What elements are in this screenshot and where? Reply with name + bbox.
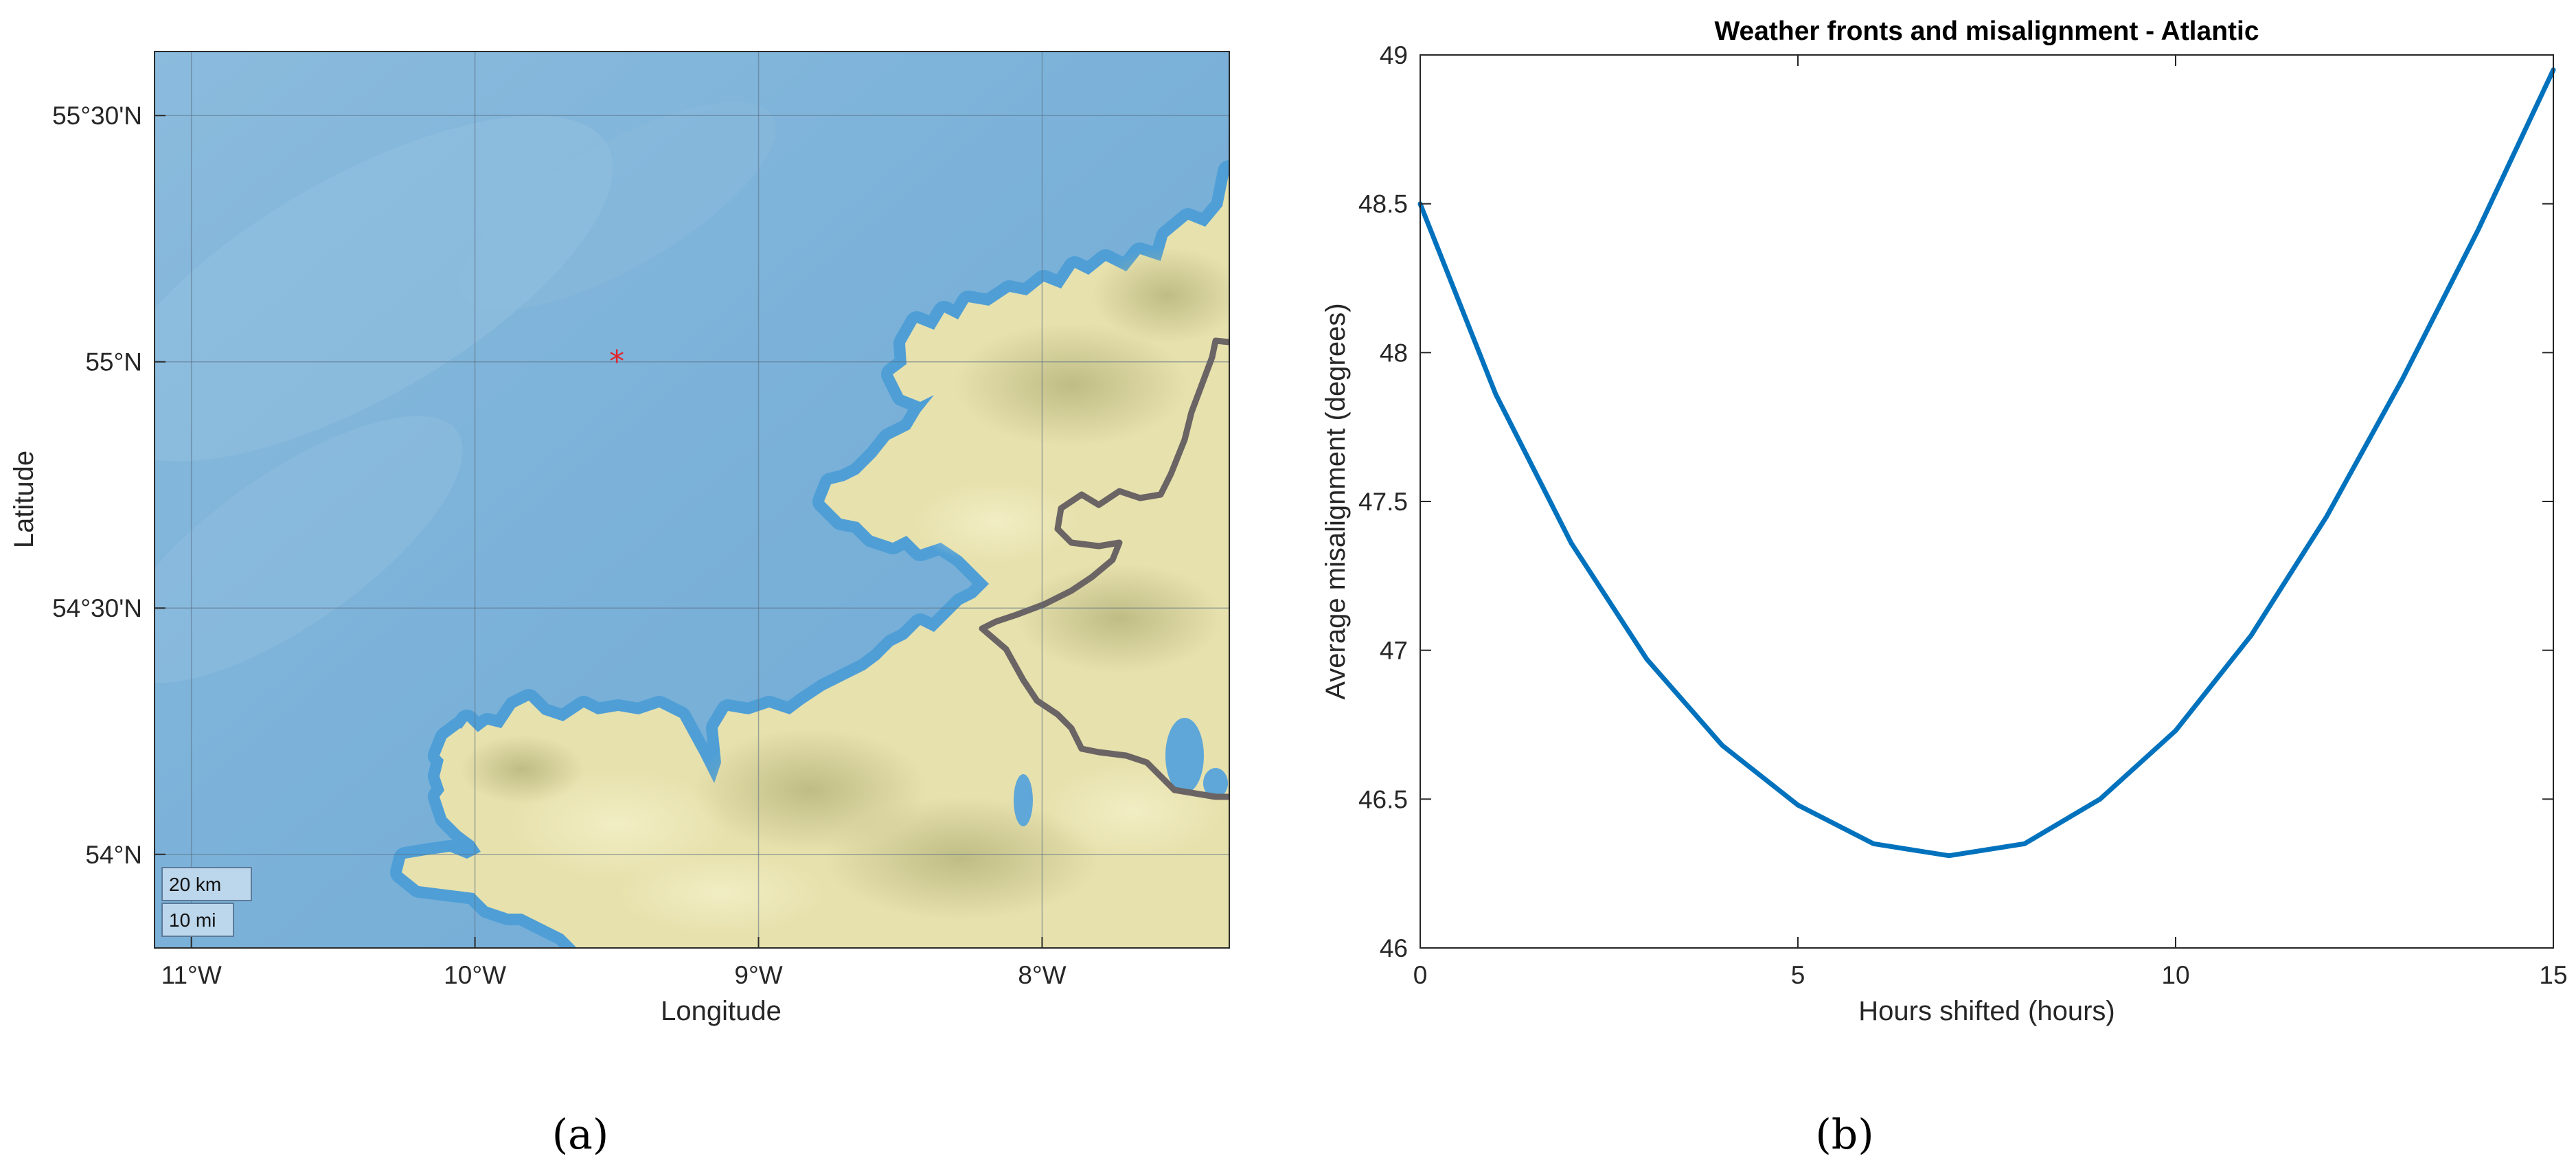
chart-x-tick-label: 5 (1791, 961, 1805, 989)
map-ylabel: Latitude (9, 451, 39, 548)
chart-title: Weather fronts and misalignment - Atlant… (1714, 16, 2259, 46)
map-lon-tick-label: 10°W (444, 961, 506, 989)
chart-point (1948, 855, 1950, 857)
panel-label-a: (a) (552, 1111, 609, 1159)
map-lon-tick-label: 8°W (1018, 961, 1066, 989)
map-panel: * 20 km 10 mi 11°W 10°W 9°W 8°W 55°30'N 55°N… (9, 49, 1243, 1026)
scale-bar-mi (161, 903, 234, 937)
chart-point (1873, 843, 1874, 844)
chart-y-tick-label: 47 (1380, 637, 1408, 665)
chart-x-tick-label: 0 (1413, 961, 1428, 989)
map-sea-shade (460, 102, 776, 310)
scale-bar-mi-label: 10 mi (169, 909, 216, 931)
lakes (1014, 718, 1228, 826)
location-marker[interactable]: * (609, 344, 624, 379)
panel-label-b: (b) (1815, 1111, 1873, 1159)
map-lat-ticks: 55°30'N 55°N 54°30'N 54°N (52, 102, 166, 869)
chart-x-tick-label: 10 (2161, 961, 2189, 989)
chart-x-tick-label: 15 (2539, 961, 2567, 989)
map-lat-tick-label: 55°N (85, 348, 142, 376)
chart-y-tick-label: 49 (1380, 41, 1408, 69)
chart-panel: 0 5 10 15 46 46.5 47 47.5 48 48.5 49 Weather fron… (1321, 16, 2568, 1026)
chart-y-ticks: 46 46.5 47 47.5 48 48.5 49 (1358, 41, 2553, 962)
chart-y-tick-label: 46 (1380, 934, 1408, 962)
map-sea-shade (155, 416, 463, 683)
map-lat-tick-label: 54°30'N (52, 594, 142, 622)
map-lat-tick-label: 54°N (85, 841, 142, 869)
map-sea-shade (155, 115, 613, 462)
map-lon-tick-label: 11°W (161, 961, 222, 989)
chart-point (1495, 394, 1496, 395)
map-lon-tick-label: 9°W (734, 961, 782, 989)
chart-point (2024, 843, 2025, 844)
chart-plot-area[interactable] (1420, 55, 2553, 948)
scale-bar-km-label: 20 km (169, 874, 221, 895)
chart-point (1646, 659, 1648, 660)
chart-xlabel: Hours shifted (hours) (1858, 996, 2115, 1026)
scale-bar-km (161, 867, 252, 901)
chart-point (2099, 798, 2101, 800)
chart-point (1571, 543, 1572, 544)
scale-bar: 20 km 10 mi (161, 867, 252, 937)
map-lat-tick-label: 55°30'N (52, 102, 142, 130)
map-frame (154, 51, 1230, 949)
chart-series-line (1417, 67, 2556, 859)
chart-x-ticks: 0 5 10 15 (1413, 55, 2568, 989)
country-border (979, 337, 1229, 800)
chart-y-tick-label: 46.5 (1358, 785, 1408, 813)
chart-point (2175, 730, 2176, 732)
map-lon-ticks: 11°W 10°W 9°W 8°W (161, 937, 1067, 989)
chart-point (2326, 516, 2327, 517)
chart-y-tick-label: 48 (1380, 339, 1408, 367)
chart-ylabel: Average misalignment (degrees) (1321, 303, 1351, 699)
chart-point (1797, 804, 1799, 806)
chart-point (2477, 230, 2478, 231)
map-xlabel: Longitude (661, 996, 782, 1026)
chart-point (2250, 635, 2252, 636)
chart-y-tick-label: 47.5 (1358, 488, 1408, 516)
chart-point (1722, 745, 1723, 746)
chart-y-tick-label: 48.5 (1358, 190, 1408, 218)
chart-point (2402, 378, 2403, 380)
map-graticule (155, 52, 1229, 948)
map-area[interactable]: * (52, 49, 1243, 948)
